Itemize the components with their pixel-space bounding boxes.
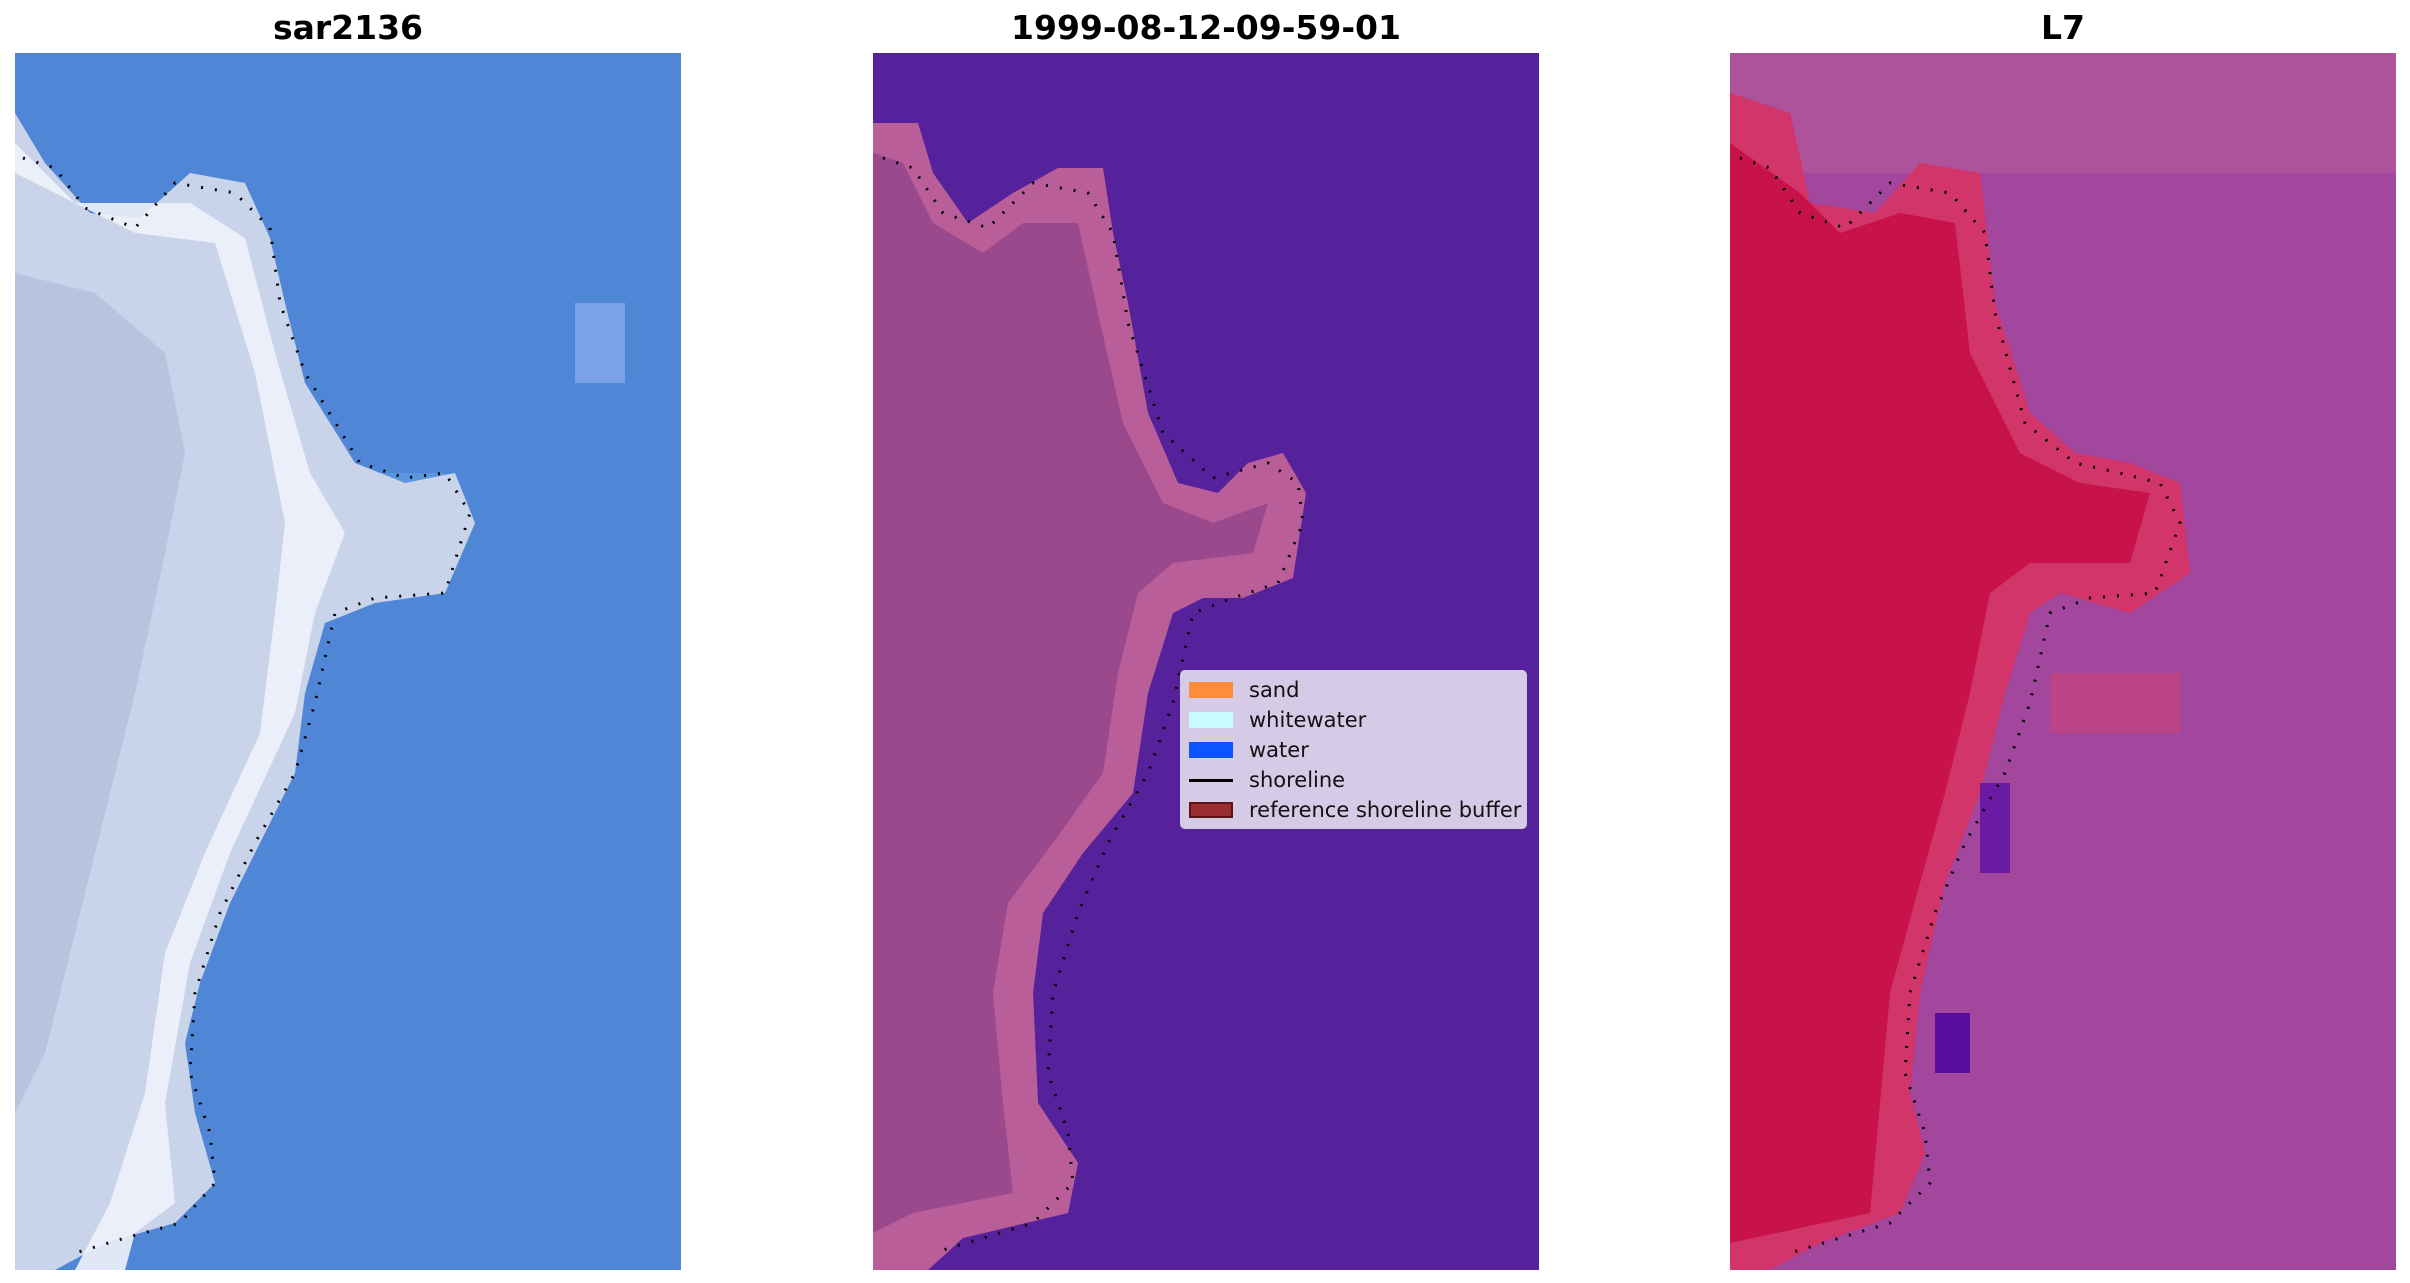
legend-item-whitewater: whitewater <box>1189 705 1366 735</box>
rgb-water-patch <box>575 303 625 383</box>
mndwi-land-area <box>1730 93 2190 1270</box>
legend-swatch-sand <box>1189 682 1233 698</box>
rgb-inland-patch <box>15 273 185 1113</box>
legend-label: water <box>1249 738 1309 762</box>
panel-title-classified: 1999-08-12-09-59-01 <box>1011 8 1401 47</box>
legend-swatch-water <box>1189 742 1233 758</box>
panel-title-mndwi: L7 <box>2041 8 2085 47</box>
rgb-whitewater-band <box>15 143 345 1270</box>
legend-item-sand: sand <box>1189 675 1299 705</box>
mndwi-upper-patch <box>1730 53 2396 173</box>
mndwi-bright-patch <box>2050 673 2180 733</box>
panel-title-rgb: sar2136 <box>272 8 424 47</box>
legend-label: reference shoreline buffer <box>1249 798 1522 822</box>
legend-label: whitewater <box>1249 708 1367 732</box>
rgb-image-panel <box>15 53 681 1270</box>
legend-item-water: water <box>1189 735 1309 765</box>
mndwi-dark-patch <box>1935 1013 1970 1073</box>
legend: sand whitewater water shoreline referenc… <box>1180 670 1527 829</box>
legend-label: shoreline <box>1249 768 1346 792</box>
classified-image <box>873 53 1539 1270</box>
legend-label: sand <box>1249 678 1300 702</box>
classified-image-panel <box>873 53 1539 1270</box>
classified-land-area <box>873 123 1306 1270</box>
legend-swatch-reference-buffer <box>1189 802 1233 818</box>
rgb-image <box>15 53 681 1270</box>
legend-item-shoreline: shoreline <box>1189 765 1345 795</box>
legend-item-reference-buffer: reference shoreline buffer <box>1189 795 1521 825</box>
mndwi-image-panel <box>1730 53 2396 1270</box>
legend-swatch-whitewater <box>1189 712 1233 728</box>
mndwi-image <box>1730 53 2396 1270</box>
legend-swatch-shoreline <box>1189 778 1233 782</box>
mndwi-dark-patch <box>1980 783 2010 873</box>
